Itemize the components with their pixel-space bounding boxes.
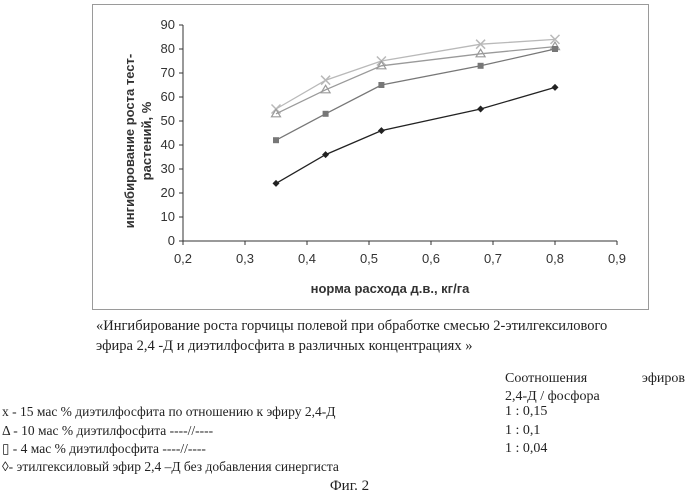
y-tick-label: 10	[161, 209, 175, 224]
x-tick-label: 0,3	[236, 251, 254, 266]
legend-item-triangle: Δ - 10 мас % диэтилфосфита ----//----	[2, 423, 213, 439]
y-axis-title-line2: растений, %	[139, 101, 154, 180]
caption-line-1: «Ингибирование роста горчицы полевой при…	[96, 316, 696, 336]
legend-item-square: ▯ - 4 мас % диэтилфосфита ----//----	[2, 441, 206, 457]
x-tick-label: 0,5	[360, 251, 378, 266]
x-tick-label: 0,7	[484, 251, 502, 266]
data-point-square	[323, 111, 329, 117]
ratio-header-word2: эфиров	[642, 370, 685, 388]
y-tick-label: 40	[161, 137, 175, 152]
data-point-diamond	[477, 106, 484, 113]
legend-item-cross: х - 15 мас % диэтилфосфита по отношению …	[2, 404, 335, 420]
data-point-square	[378, 82, 384, 88]
y-axis-title-line1: ингибирование роста тест-	[122, 54, 137, 228]
legend-item-diamond: ◊- этилгексиловый эфир 2,4 –Д без добавл…	[2, 459, 339, 475]
y-tick-label: 90	[161, 17, 175, 32]
y-tick-label: 80	[161, 41, 175, 56]
x-tick-label: 0,6	[422, 251, 440, 266]
y-tick-label: 0	[168, 233, 175, 248]
data-point-diamond	[322, 151, 329, 158]
data-point-square	[273, 137, 279, 143]
series-line-square	[276, 49, 555, 140]
caption-line-2: эфира 2,4 -Д и диэтилфосфита в различных…	[96, 336, 696, 356]
x-tick-label: 0,4	[298, 251, 316, 266]
data-point-square	[552, 46, 558, 52]
y-tick-label: 50	[161, 113, 175, 128]
x-axis-title: норма расхода д.в., кг/га	[311, 281, 470, 296]
ratio-value-square: 1 : 0,04	[505, 441, 547, 457]
series-line-triangle	[276, 47, 555, 114]
series-line-diamond	[276, 87, 555, 183]
x-tick-label: 0,2	[174, 251, 192, 266]
ratio-value-triangle: 1 : 0,1	[505, 423, 540, 439]
ratio-header-word1: Соотношения	[505, 370, 587, 388]
y-tick-label: 60	[161, 89, 175, 104]
x-tick-label: 0,8	[546, 251, 564, 266]
chart-caption: «Ингибирование роста горчицы полевой при…	[96, 316, 696, 356]
data-point-diamond	[378, 127, 385, 134]
y-tick-label: 20	[161, 185, 175, 200]
ratio-header: Соотношения эфиров 2,4-Д / фосфора	[505, 370, 685, 406]
data-point-x	[321, 76, 330, 85]
y-tick-label: 70	[161, 65, 175, 80]
data-point-diamond	[552, 84, 559, 91]
ratio-value-cross: 1 : 0,15	[505, 404, 547, 420]
y-tick-label: 30	[161, 161, 175, 176]
chart: 0 10 20 30 40 50 60 70 80 90 0,2 0,3 0,4 0,5 0,6 0,7 0,8…	[0, 0, 699, 320]
series-line-x	[276, 39, 555, 109]
x-tick-label: 0,9	[608, 251, 626, 266]
data-point-square	[478, 63, 484, 69]
data-point-diamond	[273, 180, 280, 187]
figure-label: Фиг. 2	[0, 478, 699, 495]
